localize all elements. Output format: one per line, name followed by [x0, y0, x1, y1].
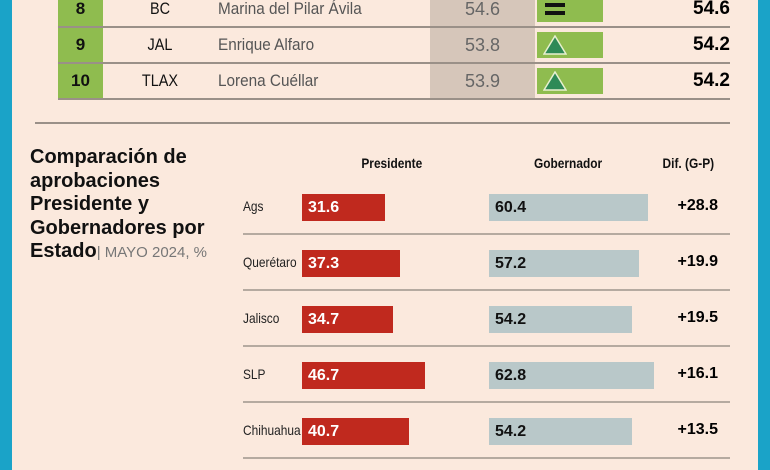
diff-value: +16.1	[677, 365, 718, 382]
previous-value: 54.6	[430, 0, 535, 26]
governor-value: 60.4	[495, 198, 527, 216]
chart-row: Chihuahua 40.7 54.2 +13.5	[243, 403, 730, 459]
trend-up-icon	[537, 68, 603, 94]
state: JAL	[147, 35, 173, 54]
governor-bar: 60.4	[489, 194, 648, 221]
ranking-row: 10 TLAX Lorena Cuéllar 53.9 54.2	[58, 64, 730, 100]
trend-equal-icon	[537, 0, 603, 22]
header-governor: Gobernador	[534, 155, 603, 171]
president-value: 37.3	[308, 254, 340, 272]
rank: 10	[58, 64, 103, 98]
chart-title-text: Comparación de aprobaciones Presidente y…	[30, 146, 205, 262]
category-label: Querétaro	[243, 254, 297, 270]
governor-value: 62.8	[495, 366, 527, 384]
current-value: 54.2	[693, 70, 730, 91]
ranking-row: 9 JAL Enrique Alfaro 53.8 54.2	[58, 28, 730, 64]
governor-bar: 54.2	[489, 306, 632, 333]
diff-value: +28.8	[677, 197, 718, 214]
chart-row: SLP 46.7 62.8 +16.1	[243, 347, 730, 403]
president-bar: 34.7	[302, 306, 394, 333]
right-border	[758, 0, 770, 470]
chart-title: Comparación de aprobaciones Presidente y…	[30, 146, 230, 265]
chart-subtitle: | MAYO 2024, %	[96, 244, 208, 261]
governor-name: Marina del Pilar Ávila	[218, 0, 362, 18]
governor-name: Enrique Alfaro	[218, 35, 315, 54]
current-value: 54.6	[693, 0, 730, 19]
president-value: 31.6	[308, 198, 340, 216]
rank: 9	[58, 28, 103, 62]
governor-value: 54.2	[495, 422, 527, 440]
president-bar: 31.6	[302, 194, 386, 221]
category-label: Chihuahua	[243, 422, 301, 438]
president-bar: 46.7	[302, 362, 425, 389]
governor-name: Lorena Cuéllar	[218, 71, 319, 90]
president-value: 46.7	[308, 366, 340, 384]
chart-row: Ags 31.6 60.4 +28.8	[243, 179, 730, 235]
president-bar: 40.7	[302, 418, 410, 445]
governor-value: 57.2	[495, 254, 527, 272]
chart-row: Jalisco 34.7 54.2 +19.5	[243, 291, 730, 347]
president-value: 40.7	[308, 422, 340, 440]
category-label: Jalisco	[243, 310, 280, 326]
trend-up-icon	[537, 32, 603, 58]
ranking-row: 8 BC Marina del Pilar Ávila 54.6 54.6	[58, 0, 730, 28]
diff-value: +19.9	[677, 253, 718, 270]
president-value: 34.7	[308, 310, 340, 328]
header-president: Presidente	[361, 155, 423, 171]
previous-value: 53.8	[430, 28, 535, 62]
president-bar: 37.3	[302, 250, 401, 277]
rank: 8	[58, 0, 103, 26]
state: BC	[149, 0, 171, 18]
category-label: Ags	[243, 198, 264, 214]
section-divider	[35, 122, 730, 124]
governor-bar: 62.8	[489, 362, 655, 389]
previous-value: 53.9	[430, 64, 535, 98]
governor-bar: 54.2	[489, 418, 632, 445]
governor-bar: 57.2	[489, 250, 640, 277]
diff-value: +13.5	[677, 421, 718, 438]
left-border	[0, 0, 12, 470]
category-label: SLP	[243, 366, 266, 382]
diff-value: +19.5	[677, 309, 718, 326]
state: TLAX	[141, 71, 179, 90]
header-diff: Dif. (G-P)	[662, 155, 715, 171]
governor-value: 54.2	[495, 310, 527, 328]
current-value: 54.2	[693, 34, 730, 55]
chart-row: Querétaro 37.3 57.2 +19.9	[243, 235, 730, 291]
